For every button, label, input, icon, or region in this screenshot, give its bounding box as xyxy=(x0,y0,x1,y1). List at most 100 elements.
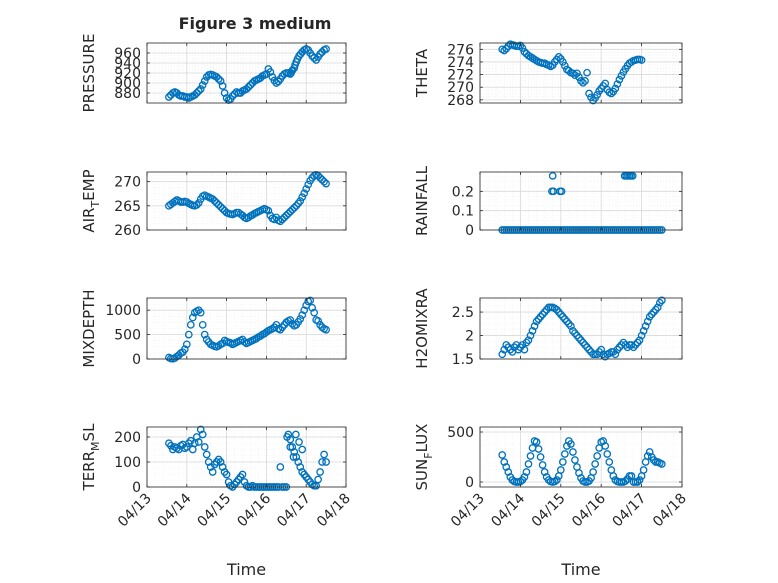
data-point xyxy=(276,463,285,471)
data-point xyxy=(320,177,328,186)
data-point xyxy=(304,180,313,189)
plot-area xyxy=(147,427,346,487)
data-point xyxy=(198,430,207,439)
data-point xyxy=(583,68,591,77)
data-point xyxy=(631,341,640,349)
data-point xyxy=(538,310,547,319)
data-point xyxy=(613,80,622,88)
y-tick-label: 940 xyxy=(114,56,141,72)
y-tick-label: 880 xyxy=(114,86,141,102)
data-point xyxy=(212,73,221,81)
x-tick-label: 04/17 xyxy=(274,491,314,531)
data-point xyxy=(296,315,305,323)
y-tick-label: 260 xyxy=(114,223,141,239)
data-point xyxy=(200,330,209,339)
data-point xyxy=(194,87,203,95)
data-point xyxy=(518,341,527,349)
data-point xyxy=(560,450,569,458)
x-tick-label: 04/17 xyxy=(610,491,650,531)
data-point xyxy=(198,81,207,89)
data-point xyxy=(314,475,322,484)
data-point xyxy=(581,77,589,85)
data-point xyxy=(318,458,326,466)
data-point xyxy=(524,336,533,345)
data-point xyxy=(182,198,191,206)
data-point xyxy=(246,81,255,89)
data-point xyxy=(322,325,330,334)
data-point xyxy=(256,332,265,340)
data-point xyxy=(643,317,652,326)
data-point xyxy=(314,317,322,325)
y-tick-label: 1.5 xyxy=(452,352,474,368)
data-point xyxy=(532,438,541,446)
data-point xyxy=(649,308,658,316)
data-point xyxy=(532,317,541,326)
data-point xyxy=(637,56,646,64)
y-axis-label: H2OMIXRA xyxy=(413,288,431,369)
data-point xyxy=(214,341,223,350)
subplot-air-temp: 260 265 270 AIRTEMP xyxy=(80,169,347,239)
data-point xyxy=(264,206,273,215)
data-point xyxy=(208,195,217,203)
data-point xyxy=(536,453,545,461)
data-point xyxy=(593,90,602,99)
data-point xyxy=(318,323,326,332)
axes-box xyxy=(479,426,683,488)
data-point xyxy=(567,440,575,448)
y-tick-label: 500 xyxy=(114,328,141,344)
data-point xyxy=(300,189,309,198)
data-point xyxy=(565,319,573,328)
data-point xyxy=(556,466,565,474)
data-point xyxy=(593,452,602,460)
x-tick-label: 04/18 xyxy=(314,491,354,531)
data-point xyxy=(639,466,648,474)
data-point xyxy=(516,343,525,352)
data-point xyxy=(196,85,205,93)
data-point xyxy=(534,315,543,323)
data-point xyxy=(641,322,650,331)
data-point xyxy=(188,313,197,322)
subplot-terr-msl: 0 100 200 04/13 04/14 04/15 04/16 04/17 04/18 TER… xyxy=(80,423,354,579)
y-tick-label: 276 xyxy=(447,42,474,58)
data-point xyxy=(639,326,648,335)
y-tick-label: 900 xyxy=(114,76,141,92)
data-point xyxy=(569,448,577,456)
y-tick-label: 270 xyxy=(447,80,474,96)
data-point xyxy=(248,211,257,219)
data-point xyxy=(310,308,319,317)
data-point xyxy=(526,331,535,340)
data-point xyxy=(571,329,579,338)
y-tick-label: 2.5 xyxy=(452,305,474,321)
x-tick-label: 04/13 xyxy=(448,491,488,531)
data-point xyxy=(579,78,587,87)
x-tick-label: 04/16 xyxy=(234,490,274,530)
data-point xyxy=(589,468,597,476)
axes-box xyxy=(146,297,347,360)
y-tick-label: 0.1 xyxy=(452,204,474,220)
data-point xyxy=(563,317,571,326)
data-point xyxy=(567,322,575,331)
y-axis-label: RAINFALL xyxy=(413,165,431,236)
data-point xyxy=(520,47,529,56)
x-axis-label: Time xyxy=(226,560,266,579)
data-point xyxy=(292,430,300,439)
data-point xyxy=(262,328,271,337)
data-point xyxy=(266,68,275,76)
data-point xyxy=(198,320,207,329)
data-point xyxy=(579,338,587,347)
data-point xyxy=(554,53,563,61)
data-point xyxy=(296,463,305,471)
data-point xyxy=(571,456,579,464)
data-point xyxy=(554,308,563,316)
y-tick-label: 200 xyxy=(114,430,141,446)
y-axis-label: AIRTEMP xyxy=(80,169,102,232)
subplot-rainfall: 0 0.1 0.2 RAINFALL xyxy=(413,165,683,239)
data-point xyxy=(498,451,507,459)
data-point xyxy=(280,213,289,222)
data-point xyxy=(609,472,618,480)
data-point xyxy=(647,310,656,319)
data-point xyxy=(306,296,315,305)
data-point xyxy=(575,73,583,81)
x-tick-label: 04/15 xyxy=(529,491,569,531)
